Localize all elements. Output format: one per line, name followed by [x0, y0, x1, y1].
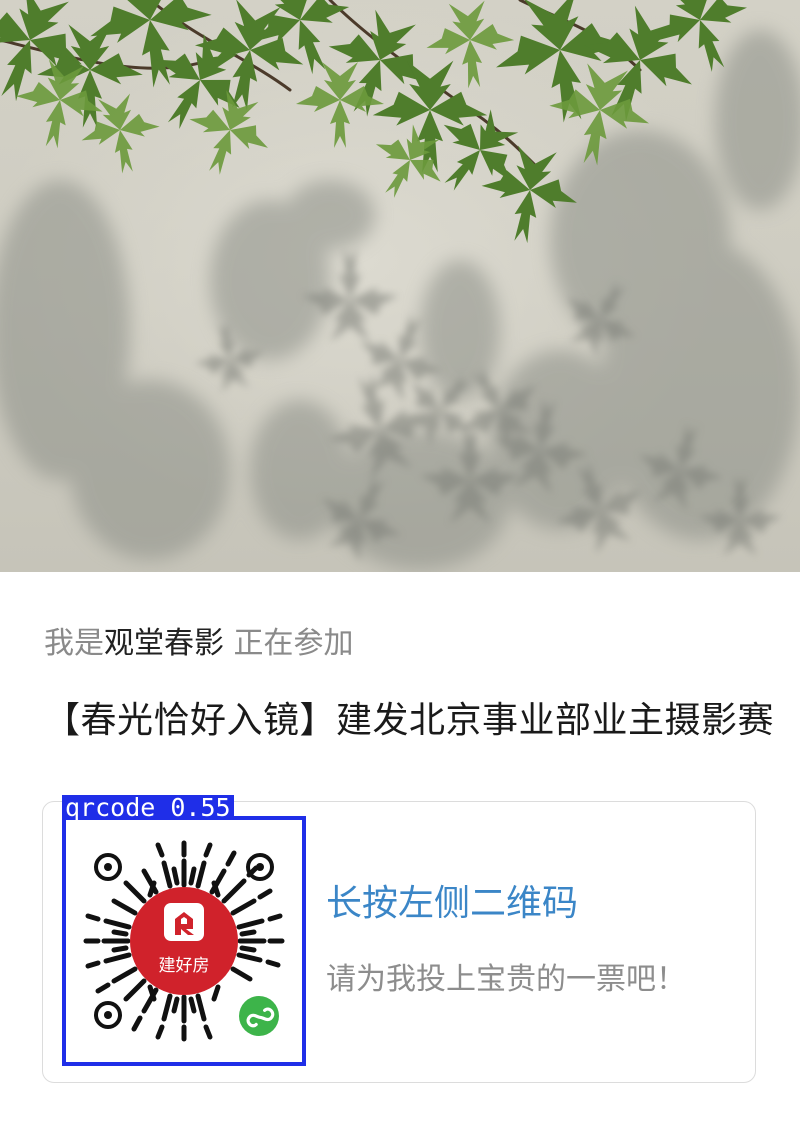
participant-prefix: 我是: [44, 626, 104, 661]
header-photo: [0, 0, 800, 572]
qr-finder-bottom-left: [94, 1001, 122, 1029]
mini-program-qr-code[interactable]: 建好房: [66, 820, 302, 1062]
qr-finder-top-left: [94, 853, 122, 881]
leaf-photo-illustration: [0, 0, 800, 572]
qr-detection-label: qrcode 0.55: [62, 795, 234, 820]
mini-program-icon: [235, 992, 283, 1040]
event-title: 【春光恰好入镜】建发北京事业部业主摄影赛: [44, 700, 775, 741]
qr-radial-dashes: [83, 840, 285, 1042]
qr-finder-top-right: [246, 853, 274, 881]
qr-detection-box: [62, 816, 306, 1066]
qr-center-text: 建好房: [159, 956, 210, 976]
cta-text: 长按左侧二维码: [326, 883, 579, 924]
vote-request-text: 请为我投上宝贵的一票吧！: [326, 962, 686, 997]
participant-name: 观堂春影: [104, 626, 224, 661]
house-logo-icon: [164, 903, 204, 941]
participant-line: 我是观堂春影 正在参加: [44, 622, 354, 666]
participant-suffix: 正在参加: [224, 626, 354, 661]
